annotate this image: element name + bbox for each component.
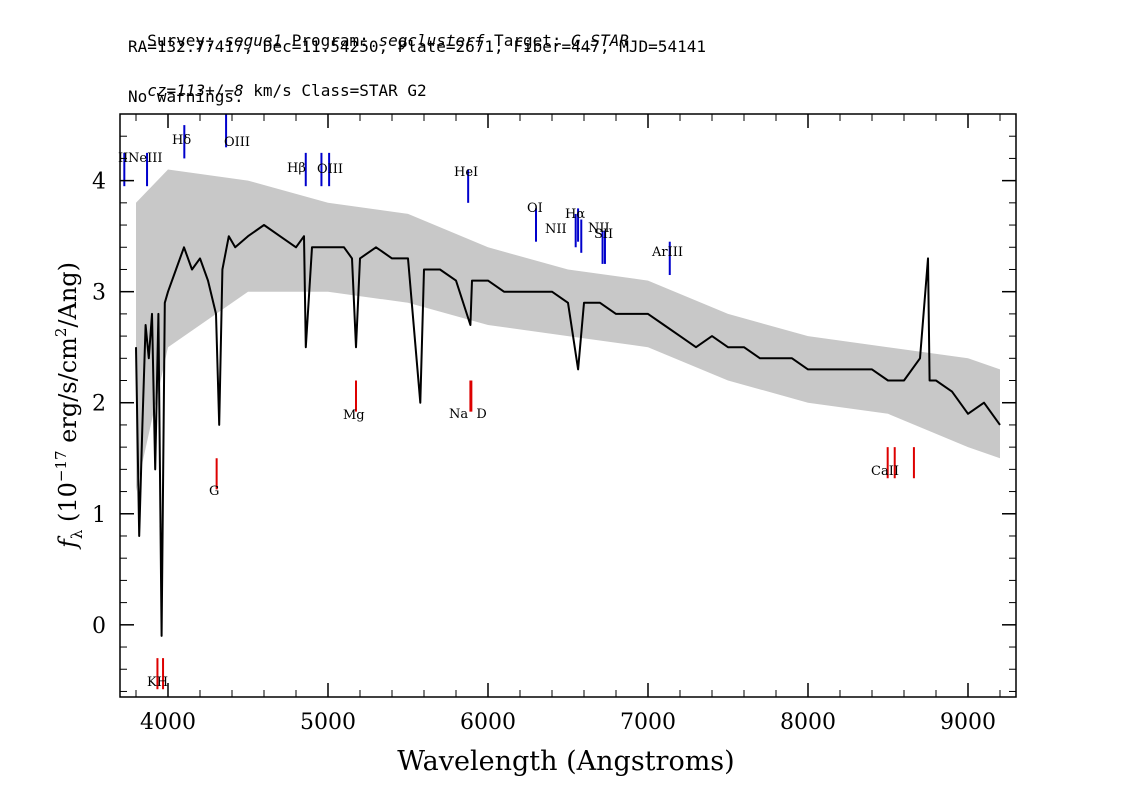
y-tick-label: 2	[92, 392, 106, 417]
flux-line	[135, 224, 1001, 637]
x-tick-label: 8000	[780, 710, 836, 735]
line-label-OIII-5007: OIII	[317, 162, 343, 177]
error-layer	[136, 169, 1000, 492]
cz-pm: +/−	[205, 81, 234, 100]
y-tick-label: 1	[92, 503, 106, 528]
line-label-NII-6548: NII	[545, 222, 567, 237]
cz-label: cz	[147, 81, 167, 100]
cz-eq: =	[166, 81, 177, 100]
line-label-NeIII: NeIII	[128, 151, 162, 166]
cz-rest: km/s Class=STAR G2	[243, 81, 427, 100]
y-tick-label: 3	[92, 281, 106, 306]
survey-value: segue1	[224, 31, 283, 50]
y-label-pre: (10	[54, 482, 82, 530]
line-label-NII-6583: NII	[588, 221, 610, 236]
x-tick-label: 5000	[300, 710, 356, 735]
header-line-2: RA=132.77417, Dec=11.54250, Plate=2671, …	[128, 37, 706, 56]
target-key: Target:	[484, 31, 572, 50]
y-label-post: /Ang)	[54, 262, 82, 328]
line-label-OI: OI	[527, 201, 543, 216]
error-band	[136, 169, 1000, 492]
line-label-Hbeta: Hβ	[287, 161, 306, 176]
line-label-NaD: Na D	[449, 407, 487, 422]
line-label-HeI: HeI	[454, 165, 478, 180]
x-tick-label: 4000	[140, 710, 196, 735]
line-label-Hdelta: Hδ	[172, 133, 191, 148]
y-tick-label: 0	[92, 614, 106, 639]
line-label-OII: II	[118, 151, 128, 166]
y-label-lambda: λ	[68, 529, 86, 539]
flux-layer	[135, 224, 1001, 637]
plot-frame	[119, 113, 1017, 698]
line-label-CaII: CaII	[871, 464, 899, 479]
cz-err: 8	[233, 81, 244, 100]
line-label-KH: KH	[147, 675, 168, 690]
line-label-SII: SII	[594, 227, 613, 242]
x-tick-label: 9000	[940, 710, 996, 735]
y-label-exp1: −17	[52, 450, 70, 482]
line-label-Mg: Mg	[343, 408, 365, 423]
header-line-4: No warnings.	[128, 87, 244, 106]
header-line-1: Survey: segue1 Program: segclusterf Targ…	[128, 12, 629, 50]
x-tick-label: 6000	[460, 710, 516, 735]
line-label-OIII-4363: OIII	[224, 135, 250, 150]
x-tick-label: 7000	[620, 710, 676, 735]
y-axis-label: fλ (10−17 erg/s/cm2/Ang)	[52, 262, 86, 550]
line-label-Halpha: Hα	[565, 207, 585, 222]
y-label-exp2: 2	[52, 328, 70, 338]
y-tick-label: 4	[92, 170, 106, 195]
ticks-layer: 4000 5000 6000 7000 8000 9000 0 1 2 3 4	[92, 114, 1016, 735]
line-label-ArIII: ArIII	[651, 245, 683, 260]
program-value: segclusterf	[378, 31, 485, 50]
target-value: G_STAR	[571, 31, 629, 50]
x-axis-label: Wavelength (Angstroms)	[397, 746, 734, 777]
program-key: Program:	[282, 31, 379, 50]
header-line-3: cz=113+/−8 km/s Class=STAR G2	[128, 62, 427, 100]
y-label-mid: erg/s/cm	[54, 337, 82, 451]
cz-value: 113	[176, 81, 206, 100]
survey-key: Survey:	[147, 31, 225, 50]
line-label-G: G	[209, 484, 219, 499]
spectral-lines-layer	[123, 114, 915, 690]
